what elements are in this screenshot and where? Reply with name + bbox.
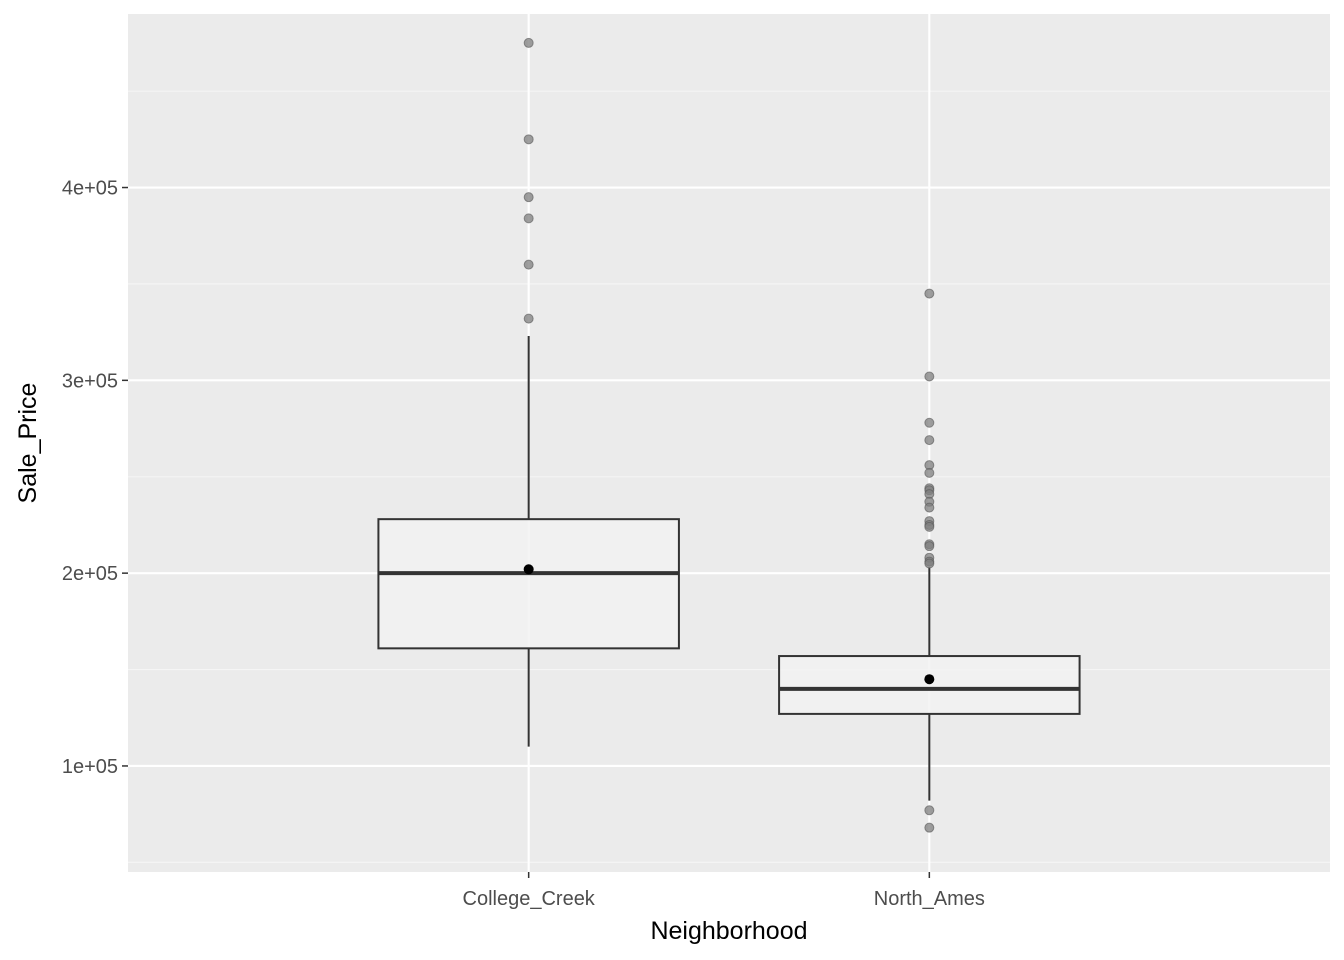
outlier-point xyxy=(924,541,935,552)
outlier-point xyxy=(924,288,935,299)
outlier-point xyxy=(523,213,534,224)
plot-panel xyxy=(128,14,1330,872)
outlier-point xyxy=(523,313,534,324)
y-axis-title: Sale_Price xyxy=(14,383,42,504)
y-tick-label: 4e+05 xyxy=(62,178,118,200)
x-axis-ticks: College_Creek North_Ames xyxy=(463,872,985,910)
x-tick-label: North_Ames xyxy=(874,888,985,910)
y-tick-label: 1e+05 xyxy=(62,756,118,778)
y-tick-label: 3e+05 xyxy=(62,370,118,392)
box-body xyxy=(377,518,680,650)
outlier-point xyxy=(924,417,935,428)
y-tick-label: 2e+05 xyxy=(62,563,118,585)
x-tick-label: College_Creek xyxy=(463,888,596,910)
outlier-point xyxy=(924,371,935,382)
outlier-point xyxy=(924,558,935,569)
box-group-College_Creek xyxy=(377,37,680,747)
box-layer xyxy=(377,37,1081,833)
outlier-point xyxy=(924,805,935,816)
outlier-point xyxy=(924,502,935,513)
outlier-point xyxy=(523,192,534,203)
outlier-point xyxy=(523,259,534,270)
x-axis-title: Neighborhood xyxy=(650,917,807,945)
outlier-point xyxy=(924,822,935,833)
outlier-point xyxy=(924,467,935,478)
box-group-North_Ames xyxy=(778,288,1081,833)
outlier-point xyxy=(523,134,534,145)
mean-point xyxy=(924,674,935,685)
y-axis-ticks: 1e+05 2e+05 3e+05 4e+05 xyxy=(62,178,128,778)
box-body xyxy=(778,655,1081,715)
outlier-point xyxy=(924,521,935,532)
outlier-point xyxy=(924,435,935,446)
mean-point xyxy=(523,564,534,575)
outlier-point xyxy=(523,37,534,48)
